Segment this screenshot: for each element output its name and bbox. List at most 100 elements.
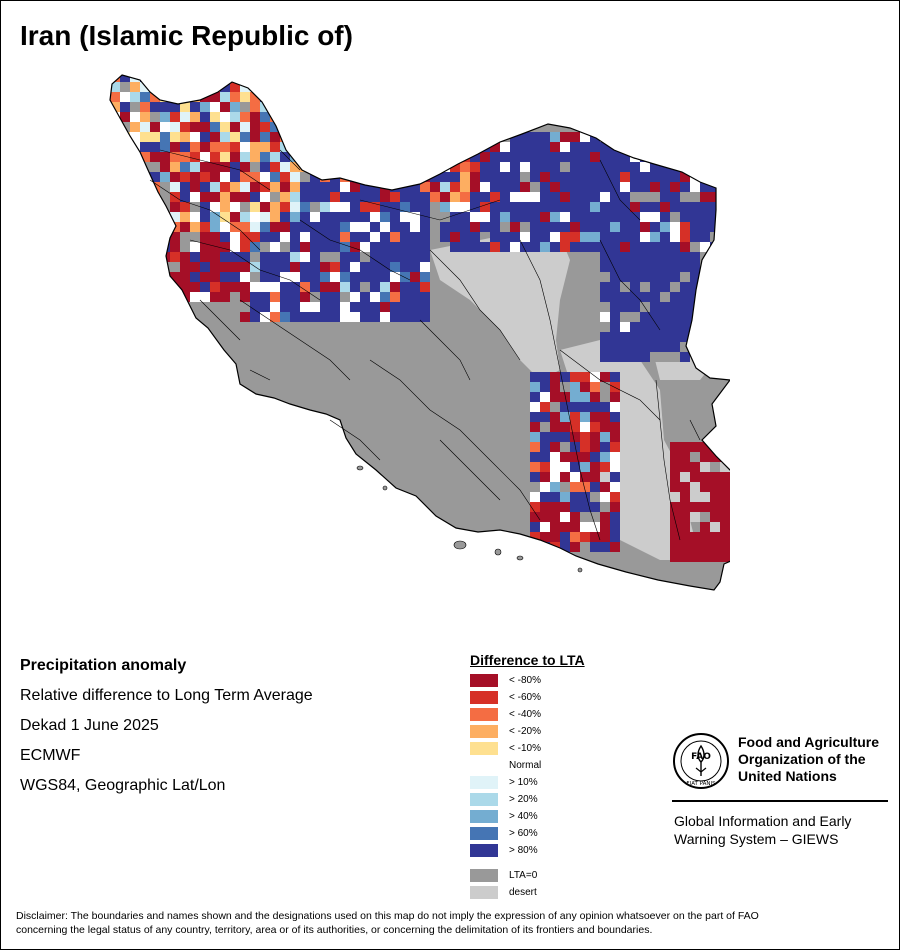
anomaly-cell [160,282,170,292]
anomaly-cell [330,75,340,82]
anomaly-cell [380,282,390,292]
anomaly-cell [680,322,690,332]
anomaly-cell [210,252,220,262]
anomaly-cell [400,192,410,202]
anomaly-cell [450,172,460,182]
anomaly-cell [700,222,710,232]
anomaly-cell [400,202,410,212]
anomaly-cell [160,162,170,172]
anomaly-cell [360,122,370,132]
anomaly-cell [470,212,480,222]
anomaly-cell [450,202,460,212]
anomaly-cell [210,282,220,292]
anomaly-cell [110,152,120,162]
anomaly-cell [620,282,630,292]
anomaly-cell [480,212,490,222]
anomaly-cell [180,142,190,152]
anomaly-cell [690,502,700,512]
province-boundary [655,379,681,541]
anomaly-cell [490,152,500,162]
anomaly-cell [280,172,290,182]
anomaly-cell [380,172,390,182]
anomaly-cell [200,172,210,182]
giews-line: Warning System – GIEWS [674,831,839,847]
anomaly-cell [670,182,680,192]
anomaly-cell [540,162,550,172]
anomaly-cell [690,222,700,232]
anomaly-cell [600,242,610,252]
anomaly-cell [580,462,590,472]
anomaly-cell [270,272,280,282]
anomaly-cell [270,292,280,302]
anomaly-cell [210,162,220,172]
anomaly-cell [550,382,560,392]
anomaly-cell [190,122,200,132]
anomaly-cell [410,222,420,232]
legend-item: Normal [470,757,585,774]
anomaly-cell [110,102,120,112]
anomaly-cell [190,172,200,182]
anomaly-cell [420,232,430,242]
anomaly-cell [190,112,200,122]
anomaly-cell [480,192,490,202]
legend-item: > 60% [470,825,585,842]
anomaly-cell [320,262,330,272]
anomaly-cell [570,172,580,182]
anomaly-cell [250,182,260,192]
anomaly-cell [470,172,480,182]
anomaly-cell [610,322,620,332]
anomaly-cell [320,212,330,222]
anomaly-cell [350,252,360,262]
anomaly-cell [230,132,240,142]
anomaly-cell [690,252,700,262]
anomaly-cell [390,192,400,202]
anomaly-cell [680,182,690,192]
anomaly-cell [630,282,640,292]
anomaly-cell [430,75,440,82]
anomaly-cell [710,552,720,562]
anomaly-cell [340,192,350,202]
anomaly-cell [480,172,490,182]
anomaly-cell [410,202,420,212]
anomaly-cell [270,172,280,182]
anomaly-cell [360,232,370,242]
anomaly-cell [650,142,660,152]
anomaly-cell [160,75,170,82]
anomaly-cell [510,172,520,182]
anomaly-cell [690,132,700,142]
anomaly-cell [410,212,420,222]
anomaly-cell [310,122,320,132]
anomaly-cell [480,152,490,162]
anomaly-cell [720,492,730,502]
anomaly-cell [540,202,550,212]
anomaly-cell [320,112,330,122]
anomaly-cell [640,232,650,242]
anomaly-cell [330,172,340,182]
anomaly-cell [460,212,470,222]
anomaly-cell [710,532,720,542]
anomaly-cell [290,172,300,182]
anomaly-cell [200,132,210,142]
fao-logo: FAO FIAT PANIS [673,733,729,789]
anomaly-cell [530,162,540,172]
anomaly-cell [680,332,690,342]
anomaly-cell [690,282,700,292]
anomaly-cell [280,272,290,282]
anomaly-cell [700,472,710,482]
province-boundary [299,219,411,281]
anomaly-cell [190,282,200,292]
anomaly-cell [170,82,180,92]
anomaly-cell [340,232,350,242]
anomaly-cell [380,102,390,112]
anomaly-cell [650,352,660,362]
anomaly-cell [640,322,650,332]
info-source: ECMWF [20,747,81,764]
anomaly-cell [610,492,620,502]
anomaly-cell [300,152,310,162]
anomaly-cell [680,482,690,492]
legend-swatch [470,708,498,721]
anomaly-cell [660,232,670,242]
anomaly-cell [530,412,540,422]
anomaly-cell [140,192,150,202]
anomaly-cell [230,142,240,152]
